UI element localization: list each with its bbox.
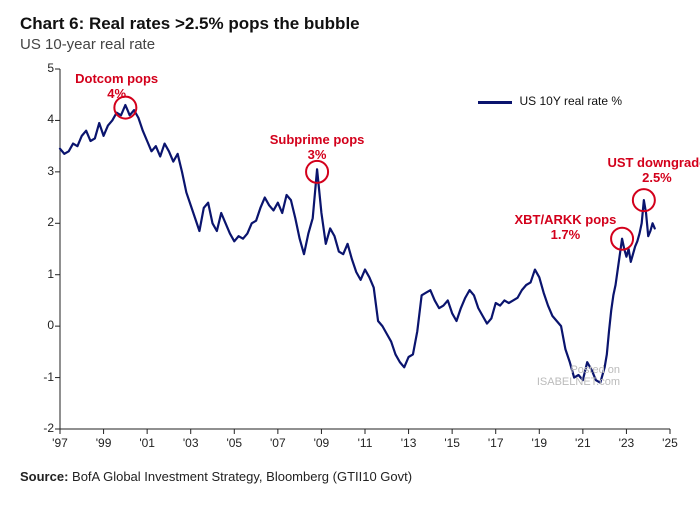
x-tick-label: '15	[438, 436, 466, 450]
plot-area: -2 -1 0 1 2 3 4 5 '97 '99 '01 '03 '05 '07 '09 '11 '13 '15…	[20, 59, 680, 459]
y-tick-label: 4	[30, 112, 54, 126]
x-tick-label: '97	[46, 436, 74, 450]
y-tick-label: 1	[30, 267, 54, 281]
source-text: BofA Global Investment Strategy, Bloombe…	[68, 469, 412, 484]
x-tick-label: '01	[133, 436, 161, 450]
source-prefix: Source:	[20, 469, 68, 484]
x-tick-label: '11	[351, 436, 379, 450]
y-tick-label: -2	[30, 421, 54, 435]
chart-subtitle: US 10-year real rate	[20, 36, 680, 53]
x-tick-label: '99	[90, 436, 118, 450]
y-tick-label: 2	[30, 215, 54, 229]
x-tick-label: '21	[569, 436, 597, 450]
x-tick-label: '19	[525, 436, 553, 450]
y-tick-label: 3	[30, 164, 54, 178]
y-tick-label: 0	[30, 318, 54, 332]
chart-svg	[20, 59, 680, 459]
x-tick-label: '17	[482, 436, 510, 450]
watermark-line1: Posted on	[537, 364, 620, 377]
x-tick-label: '23	[612, 436, 640, 450]
y-tick-label: -1	[30, 370, 54, 384]
legend-label: US 10Y real rate %	[520, 94, 623, 108]
annotation: UST downgrade2.5%	[607, 156, 700, 186]
x-tick-label: '03	[177, 436, 205, 450]
legend-swatch	[478, 101, 512, 104]
annotation: XBT/ARKK pops1.7%	[515, 213, 617, 243]
chart-container: Chart 6: Real rates >2.5% pops the bubbl…	[0, 0, 700, 530]
x-tick-label: '05	[220, 436, 248, 450]
x-tick-label: '09	[307, 436, 335, 450]
legend: US 10Y real rate %	[478, 94, 623, 108]
x-tick-label: '07	[264, 436, 292, 450]
chart-title: Chart 6: Real rates >2.5% pops the bubbl…	[20, 14, 680, 34]
annotation: Subprime pops3%	[270, 133, 365, 163]
x-tick-label: '25	[656, 436, 684, 450]
watermark: Posted on ISABELNET.com	[537, 364, 620, 389]
annotation: Dotcom pops4%	[75, 72, 158, 102]
watermark-line2: ISABELNET.com	[537, 376, 620, 389]
source-line: Source: BofA Global Investment Strategy,…	[20, 469, 680, 484]
x-tick-label: '13	[395, 436, 423, 450]
y-tick-label: 5	[30, 61, 54, 75]
